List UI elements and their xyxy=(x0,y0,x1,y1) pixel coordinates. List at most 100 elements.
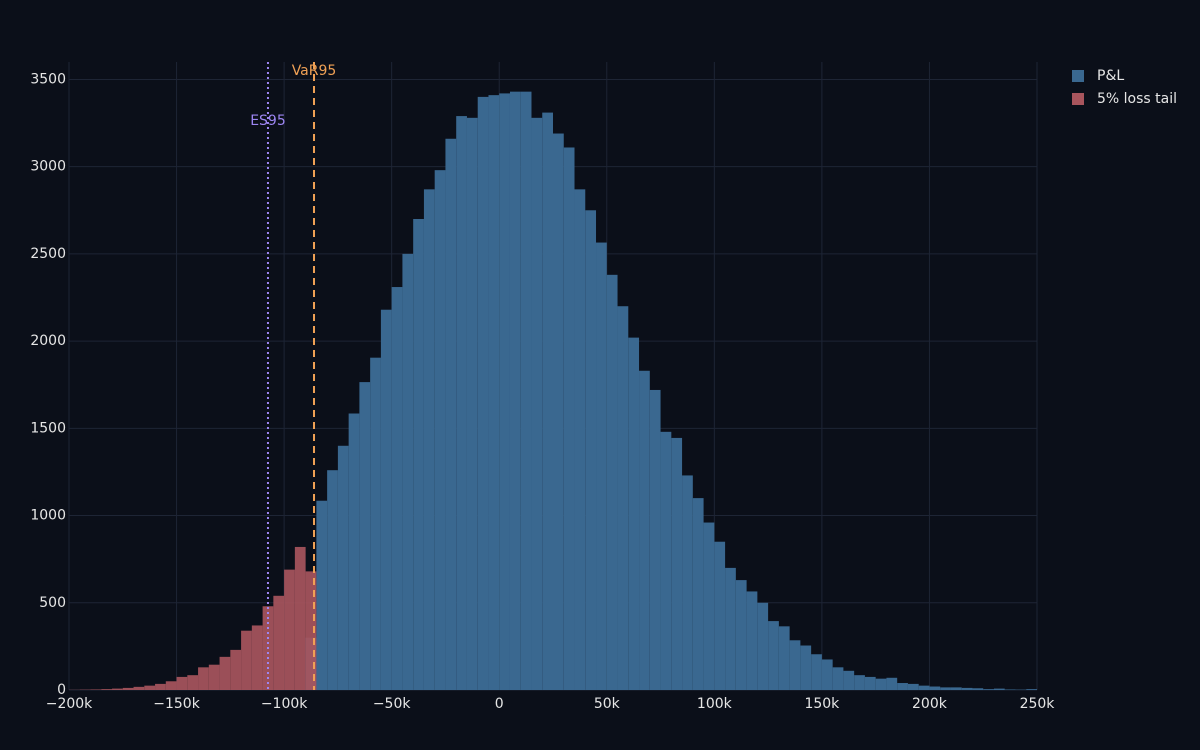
bar xyxy=(198,667,209,690)
bar xyxy=(864,676,876,690)
bar xyxy=(832,667,844,690)
bar xyxy=(155,683,166,690)
bar xyxy=(90,689,102,690)
bar xyxy=(477,96,489,690)
y-tick-label: 3000 xyxy=(30,159,66,175)
bar xyxy=(241,630,252,690)
x-tick-label: −200k xyxy=(46,696,93,712)
x-tick-label: 150k xyxy=(804,696,840,712)
bar xyxy=(886,677,898,690)
bar xyxy=(165,681,177,690)
bar xyxy=(563,147,575,690)
reference-label: ES95 xyxy=(250,113,286,129)
bar xyxy=(380,309,392,690)
legend-label: P&L xyxy=(1097,68,1124,84)
bar xyxy=(714,541,726,690)
bar xyxy=(897,683,908,690)
bar xyxy=(176,676,188,690)
bar xyxy=(542,112,553,691)
bar xyxy=(359,382,371,690)
bar xyxy=(585,210,597,690)
bar xyxy=(821,659,833,690)
bar xyxy=(789,640,801,690)
y-tick-label: 0 xyxy=(57,682,66,698)
bar xyxy=(230,649,242,690)
bar xyxy=(639,370,650,690)
bar xyxy=(391,287,403,690)
bar xyxy=(520,91,532,690)
bar xyxy=(671,437,683,690)
bar xyxy=(1004,689,1016,690)
bar xyxy=(768,621,779,690)
bar xyxy=(682,475,693,690)
bar xyxy=(1026,689,1037,690)
bar xyxy=(757,602,769,690)
bar xyxy=(219,656,231,690)
bar xyxy=(327,470,338,690)
bar xyxy=(961,687,973,690)
bar xyxy=(531,117,543,691)
bar xyxy=(553,133,564,690)
bar xyxy=(402,253,414,690)
bar xyxy=(112,688,123,690)
bar xyxy=(305,571,317,690)
bar xyxy=(660,431,672,690)
bar xyxy=(348,413,360,690)
bar xyxy=(509,91,521,690)
x-tick-label: 0 xyxy=(495,696,504,712)
legend-label: 5% loss tail xyxy=(1097,91,1177,107)
bar xyxy=(445,138,457,690)
bar xyxy=(983,689,994,690)
bar xyxy=(918,685,930,690)
bar xyxy=(778,626,790,690)
x-tick-label: −50k xyxy=(373,696,412,712)
bar xyxy=(649,389,661,690)
y-tick-label: 2000 xyxy=(30,333,66,349)
bar xyxy=(574,189,586,690)
bar xyxy=(499,93,510,690)
bar xyxy=(273,595,285,690)
bar xyxy=(187,675,199,690)
bar xyxy=(843,670,855,690)
y-tick-label: 1500 xyxy=(30,420,66,436)
bar xyxy=(316,500,328,690)
bar xyxy=(488,95,500,690)
bar xyxy=(144,685,156,690)
bar xyxy=(703,522,715,690)
x-tick-label: 50k xyxy=(594,696,621,712)
bar xyxy=(294,546,306,690)
reference-label: VaR95 xyxy=(292,63,337,79)
bar xyxy=(606,274,618,690)
bar xyxy=(950,687,962,690)
legend-swatch xyxy=(1072,93,1084,105)
bar xyxy=(434,170,446,691)
bar xyxy=(596,242,607,691)
bar xyxy=(208,664,220,690)
y-tick-label: 1000 xyxy=(30,508,66,524)
bar xyxy=(725,567,736,690)
bar xyxy=(101,689,113,690)
bar xyxy=(854,675,865,690)
bar xyxy=(466,117,478,691)
bar xyxy=(284,569,295,690)
bar xyxy=(413,219,424,690)
bar xyxy=(875,678,887,690)
x-tick-label: 250k xyxy=(1020,696,1056,712)
bar xyxy=(423,189,435,690)
bar xyxy=(972,688,984,690)
bar xyxy=(456,116,467,691)
bar xyxy=(800,645,812,690)
bar xyxy=(746,591,758,690)
x-tick-label: −100k xyxy=(261,696,308,712)
bar xyxy=(133,686,145,690)
bar xyxy=(122,687,134,690)
legend-swatch xyxy=(1072,70,1084,82)
y-tick-label: 2500 xyxy=(30,246,66,262)
bar xyxy=(617,306,629,690)
bar xyxy=(251,625,263,690)
x-tick-label: −150k xyxy=(153,696,200,712)
bar xyxy=(370,357,381,690)
bar xyxy=(692,498,704,690)
bar xyxy=(811,654,822,690)
